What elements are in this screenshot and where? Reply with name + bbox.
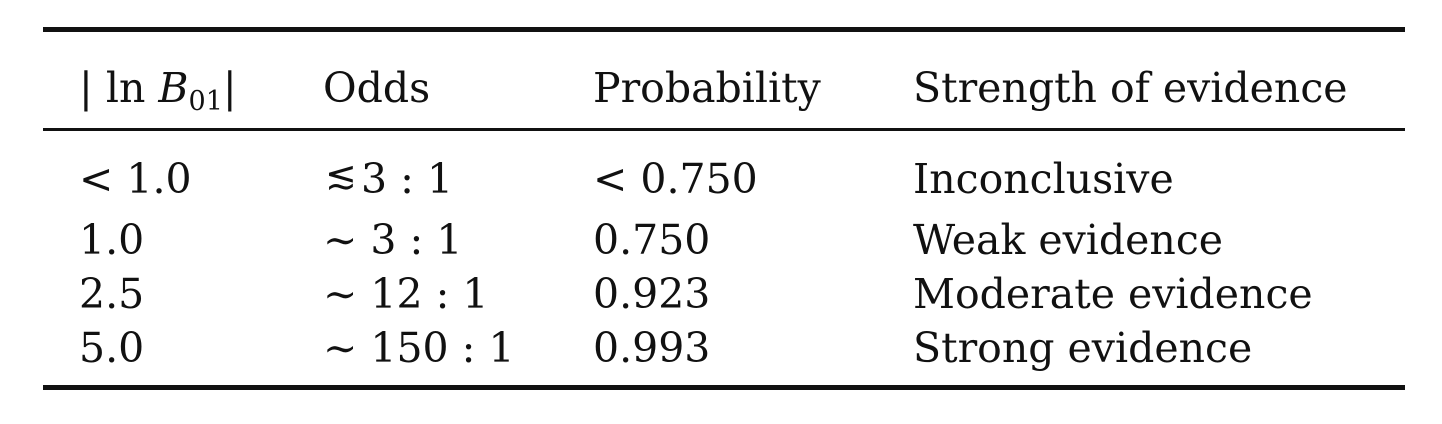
header-strength: Strength of evidence	[913, 64, 1348, 112]
header-rule	[43, 128, 1405, 131]
header-b-subscript: 01	[188, 86, 223, 117]
header-b-variable: B	[158, 64, 189, 112]
table-row-1-strength: Inconclusive	[913, 155, 1174, 203]
bottom-rule	[43, 385, 1405, 390]
less-than-approx-glyph: ≲	[325, 153, 357, 197]
less-than-approx-symbol: ≲	[323, 153, 361, 203]
table-row-4-odds: ∼ 150 : 1	[323, 324, 515, 372]
table-row-3-odds: ∼ 12 : 1	[323, 270, 489, 318]
table-row-1-probability: < 0.750	[593, 155, 758, 203]
header-odds: Odds	[323, 64, 431, 112]
header-probability: Probability	[593, 64, 821, 112]
header-ln-suffix: |	[222, 64, 237, 112]
table-row-4-ln-b01: 5.0	[79, 324, 145, 372]
table-row-2-probability: 0.750	[593, 216, 711, 264]
table-row-3-ln-b01: 2.5	[79, 270, 145, 318]
table-row-4-probability: 0.993	[593, 324, 711, 372]
table-row-2-ln-b01: 1.0	[79, 216, 145, 264]
table-row-2-strength: Weak evidence	[913, 216, 1224, 264]
header-ln-b01: | ln B01|	[79, 64, 237, 126]
table-row-3-strength: Moderate evidence	[913, 270, 1313, 318]
table-row-1-odds-value: 3 : 1	[361, 155, 454, 203]
table-row-1-odds: ≲ 3 : 1	[323, 153, 454, 203]
table-row-1-ln-b01: < 1.0	[79, 155, 192, 203]
top-rule	[43, 27, 1405, 32]
table-row-2-odds: ∼ 3 : 1	[323, 216, 463, 264]
table-row-3-probability: 0.923	[593, 270, 711, 318]
table-row-4-strength: Strong evidence	[913, 324, 1253, 372]
header-ln-prefix: | ln	[79, 64, 159, 112]
